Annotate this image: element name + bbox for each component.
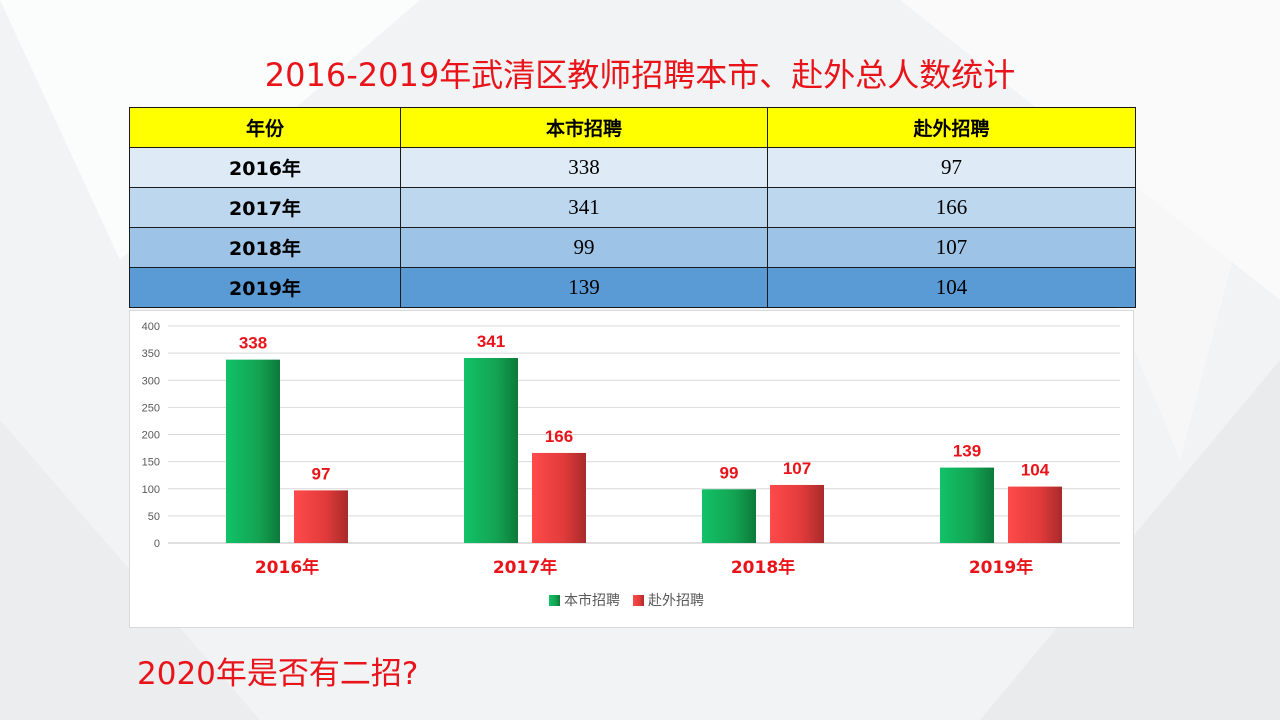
data-label: 338 (239, 334, 267, 353)
cell-external: 97 (767, 147, 1136, 188)
table-row: 2017年 341 166 (129, 187, 1136, 228)
bar-external (1008, 486, 1062, 543)
header-year: 年份 (129, 107, 401, 148)
bar-local (464, 358, 518, 543)
legend-swatch-external (633, 595, 644, 606)
cell-local: 99 (400, 227, 768, 268)
y-tick-label: 300 (142, 375, 160, 387)
y-tick-label: 250 (142, 402, 160, 414)
bar-local (940, 467, 994, 543)
header-local: 本市招聘 (400, 107, 768, 148)
legend-label-external: 赴外招聘 (648, 593, 704, 609)
x-tick-label: 2018年 (731, 557, 795, 578)
data-label: 99 (720, 463, 739, 482)
bar-local (226, 359, 280, 543)
bar-local (702, 489, 756, 543)
cell-external: 107 (767, 227, 1136, 268)
x-tick-label: 2016年 (255, 557, 319, 578)
slide-title: 2016-2019年武清区教师招聘本市、赴外总人数统计 (264, 56, 1016, 94)
cell-year: 2018年 (129, 227, 401, 268)
cell-local: 338 (400, 147, 768, 188)
y-tick-label: 350 (142, 348, 160, 360)
y-tick-label: 50 (148, 511, 160, 523)
bar-external (294, 490, 348, 543)
y-tick-label: 400 (142, 321, 160, 333)
cell-year: 2017年 (129, 187, 401, 228)
closing-question: 2020年是否有二招? (137, 656, 419, 692)
table-row: 2018年 99 107 (129, 227, 1136, 268)
bar-external (770, 484, 824, 543)
table-row: 2019年 139 104 (129, 267, 1136, 308)
cell-year: 2019年 (129, 267, 401, 308)
chart-canvas: 0 50 100 150 200 250 300 350 400 338 97 2016年 341 166… (142, 321, 1120, 609)
table-header-row: 年份 本市招聘 赴外招聘 (129, 107, 1136, 148)
y-tick-label: 0 (154, 538, 160, 550)
recruitment-table: 年份 本市招聘 赴外招聘 2016年 338 97 2017年 341 166 … (129, 107, 1136, 308)
cell-local: 341 (400, 187, 768, 228)
table-row: 2016年 338 97 (129, 147, 1136, 188)
header-external: 赴外招聘 (767, 107, 1136, 148)
cell-external: 166 (767, 187, 1136, 228)
data-label: 107 (783, 459, 811, 478)
cell-external: 104 (767, 267, 1136, 308)
x-tick-label: 2019年 (969, 557, 1033, 578)
y-tick-label: 200 (142, 430, 160, 442)
bar-external (532, 452, 586, 543)
x-tick-label: 2017年 (493, 557, 557, 578)
legend-swatch-local (549, 595, 560, 606)
cell-year: 2016年 (129, 147, 401, 188)
y-tick-label: 150 (142, 457, 160, 469)
data-label: 104 (1021, 461, 1050, 480)
legend-label-local: 本市招聘 (564, 592, 620, 609)
cell-local: 139 (400, 267, 768, 308)
y-tick-label: 100 (142, 484, 160, 496)
data-label: 139 (953, 442, 981, 461)
data-label: 97 (312, 464, 331, 483)
data-label: 341 (477, 332, 505, 351)
data-label: 166 (545, 427, 573, 446)
bar-chart: 0 50 100 150 200 250 300 350 400 338 97 2016年 341 166… (129, 310, 1134, 628)
